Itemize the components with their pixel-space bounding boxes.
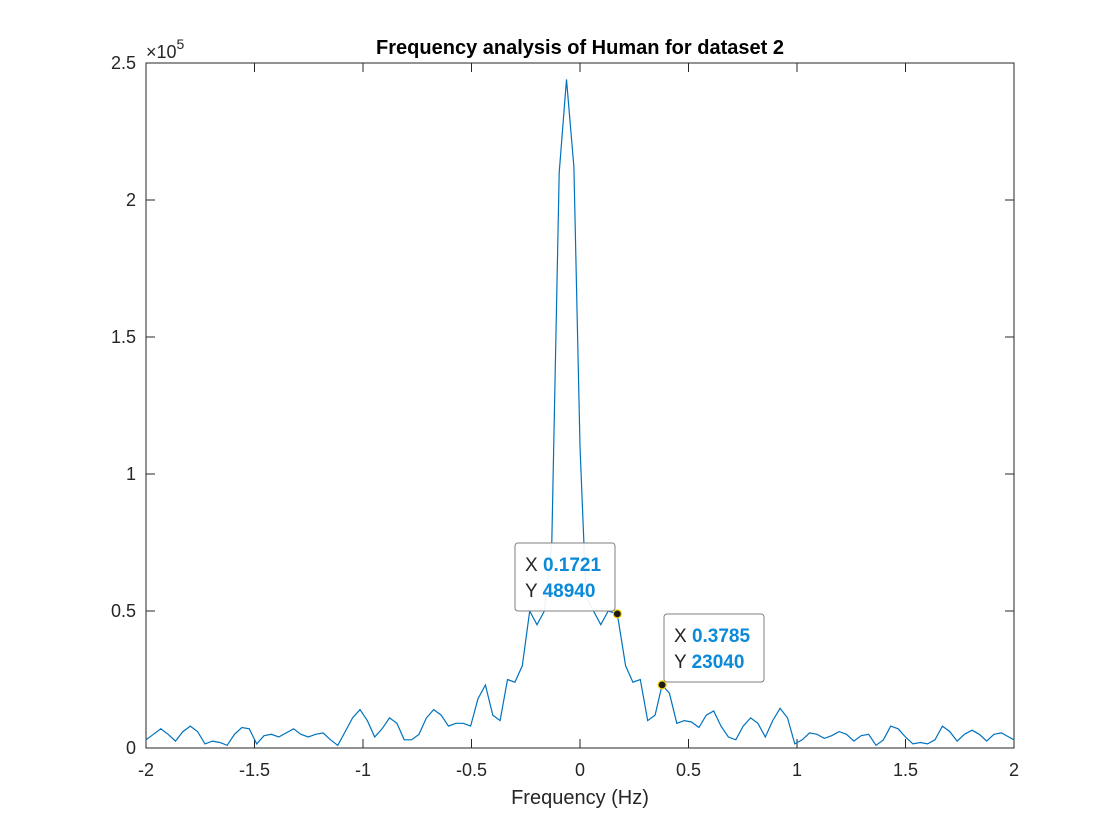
x-tick-label: -2 [138,760,154,780]
datatip-x-key: X [674,626,692,647]
chart-title: Frequency analysis of Human for dataset … [376,37,784,59]
spectrum-line [145,79,1015,747]
datatip-marker[interactable] [612,609,622,619]
y-tick-label: 1 [126,464,136,484]
datatip-marker[interactable] [657,680,667,690]
x-tick-label: 0 [575,760,585,780]
y-tick-label: 1.5 [111,327,136,347]
y-tick-label: 0 [126,738,136,758]
datatip-y-row: Y 23040 [674,652,744,673]
x-tick-label: -1 [355,760,371,780]
y-tick-label: 2 [126,190,136,210]
x-tick-label: 1 [792,760,802,780]
datatip-box [663,613,765,683]
y-tick-label: 2.5 [111,53,136,73]
x-tick-label: -1.5 [239,760,270,780]
x-axis-label: Frequency (Hz) [511,787,649,809]
x-tick-label: 1.5 [893,760,918,780]
y-exponent-label: ×105 [146,36,185,62]
datatip-y-key: Y [674,652,692,673]
x-tick-label: -0.5 [456,760,487,780]
y-exponent-power: 5 [177,36,185,52]
datatip-x-value: 0.3785 [692,626,751,647]
datatip-y-key: Y [525,581,543,602]
y-axis-ticks: 0 0.5 1 1.5 2 2.5 [111,53,1014,758]
datatip-y-value: 48940 [543,581,596,602]
x-tick-label: 0.5 [676,760,701,780]
y-exponent-base: ×10 [146,42,177,62]
datatip-x-key: X [525,555,543,576]
datatip-x-value: 0.1721 [543,555,602,576]
datatip-box [514,542,616,612]
plot-area [145,62,1015,749]
datatip-y-value: 23040 [692,652,745,673]
datatip-x-row: X 0.1721 [525,555,601,576]
datatip-y-row: Y 48940 [525,581,595,602]
datatip-x-row: X 0.3785 [674,626,750,647]
x-axis-ticks: -2 -1.5 -1 -0.5 0 0.5 1 1.5 2 [138,63,1019,780]
x-tick-label: 2 [1009,760,1019,780]
y-tick-label: 0.5 [111,601,136,621]
svg-text:×105: ×105 [146,36,185,62]
